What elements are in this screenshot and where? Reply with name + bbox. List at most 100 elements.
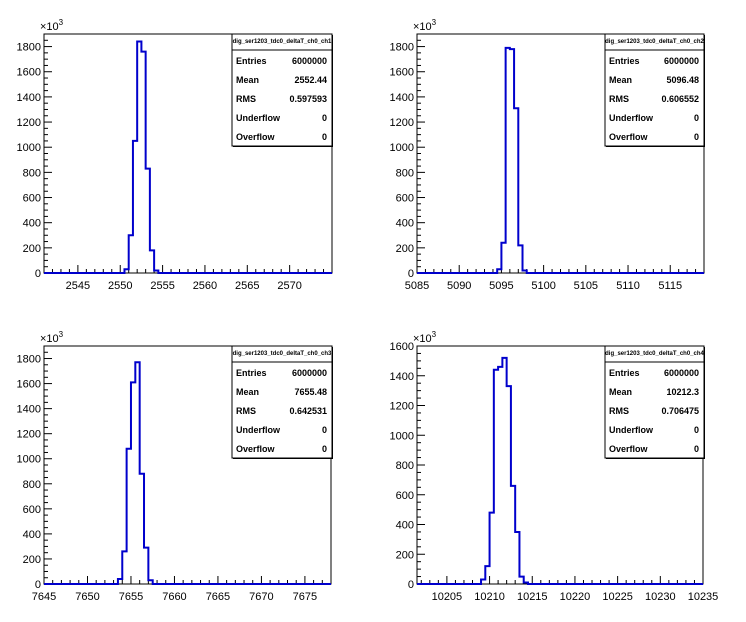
x-tick-label: 7665 (206, 591, 230, 603)
stats-value: 7655.48 (294, 387, 327, 397)
x-tick-label: 10220 (560, 591, 591, 603)
y-tick-label: 1400 (390, 371, 414, 383)
y-tick-label: 0 (35, 579, 41, 591)
y-tick-label: 0 (35, 268, 41, 280)
y-tick-label: 1600 (17, 67, 41, 79)
x-tick-label: 10225 (602, 591, 633, 603)
y-tick-label: 1600 (17, 379, 41, 391)
y-axis-exponent: ×103 (413, 330, 437, 345)
y-tick-label: 600 (396, 193, 414, 205)
x-tick-label: 7660 (162, 591, 186, 603)
stats-label: Underflow (236, 425, 281, 435)
histogram-bin (124, 269, 128, 273)
y-tick-label: 1800 (390, 42, 414, 54)
y-tick-label: 800 (23, 479, 41, 491)
y-tick-label: 600 (396, 490, 414, 502)
y-tick-label: 400 (23, 529, 41, 541)
y-axis-exponent: ×103 (40, 330, 64, 345)
histogram-bin (118, 579, 122, 584)
stats-label: Underflow (236, 113, 281, 123)
histogram-bin (523, 270, 527, 273)
x-tick-label: 7645 (32, 591, 56, 603)
y-tick-label: 800 (23, 167, 41, 179)
stats-title: dig_ser1203_tdc0_deltaT_ch0_ch3 (233, 351, 332, 357)
x-tick-label: 5095 (489, 280, 513, 292)
y-tick-label: 1000 (390, 142, 414, 154)
histogram-bin (507, 386, 511, 584)
stats-label: Mean (609, 387, 632, 397)
y-tick-label: 600 (23, 504, 41, 516)
histogram-bin (501, 243, 505, 273)
histogram-bin (506, 48, 510, 273)
y-tick-label: 1000 (17, 142, 41, 154)
y-tick-label: 1600 (390, 341, 414, 353)
stats-value: 6000000 (292, 368, 327, 378)
y-tick-label: 1800 (17, 42, 41, 54)
y-tick-label: 0 (408, 268, 414, 280)
stats-box-frame (231, 345, 333, 459)
histogram-bin (524, 583, 528, 584)
stats-box: dig_ser1203_tdc0_deltaT_ch0_ch2 Entries 60… (604, 33, 705, 147)
stats-value: 0.606552 (661, 94, 699, 104)
x-tick-label: 5085 (405, 280, 429, 292)
stats-value: 0 (694, 444, 699, 454)
x-tick-label: 10210 (474, 591, 505, 603)
stats-title: dig_ser1203_tdc0_deltaT_ch0_ch2 (605, 39, 704, 45)
histogram-bin (481, 580, 485, 584)
stats-label: Underflow (609, 425, 654, 435)
histogram-bin (144, 548, 148, 584)
y-tick-label: 200 (23, 554, 41, 566)
y-tick-label: 400 (23, 218, 41, 230)
y-tick-label: 400 (396, 520, 414, 532)
stats-value: 6000000 (292, 56, 327, 66)
y-tick-label: 1600 (390, 67, 414, 79)
histogram-bin (518, 245, 522, 273)
histogram-bin (129, 235, 133, 273)
histogram-bin (519, 577, 523, 584)
y-tick-label: 1800 (17, 354, 41, 366)
stats-value: 0 (694, 425, 699, 435)
y-tick-label: 600 (23, 193, 41, 205)
y-tick-label: 1000 (17, 454, 41, 466)
histogram-bin (133, 141, 137, 273)
histogram-line (417, 356, 703, 585)
histogram-line (44, 40, 332, 274)
stats-label: Overflow (236, 444, 276, 454)
y-tick-label: 200 (396, 549, 414, 561)
y-tick-label: 1200 (390, 117, 414, 129)
x-tick-label: 5090 (447, 280, 471, 292)
stats-label: RMS (236, 406, 256, 416)
x-tick-label: 2565 (235, 280, 259, 292)
stats-box-frame (604, 345, 705, 459)
histogram-bin (146, 169, 150, 273)
x-tick-label: 5105 (574, 280, 598, 292)
stats-value: 0 (322, 425, 327, 435)
stats-box: dig_ser1203_tdc0_deltaT_ch0_ch1 Entries 60… (231, 33, 333, 147)
histogram-bin (148, 580, 152, 584)
stats-value: 6000000 (664, 56, 699, 66)
x-tick-label: 10215 (517, 591, 548, 603)
x-tick-label: 5100 (531, 280, 555, 292)
histogram-bin (127, 449, 131, 584)
x-tick-label: 7650 (75, 591, 99, 603)
histogram-bin (485, 566, 489, 584)
stats-label: Overflow (236, 132, 276, 142)
stats-value: 0 (694, 132, 699, 142)
histogram-bin (140, 474, 144, 584)
histogram-bin (498, 367, 502, 584)
histogram-bin (490, 513, 494, 584)
histogram-bin (154, 270, 158, 273)
stats-value: 10212.3 (666, 387, 699, 397)
stats-label: Mean (609, 75, 632, 85)
x-tick-label: 7655 (119, 591, 143, 603)
x-tick-label: 7675 (293, 591, 317, 603)
y-tick-label: 200 (396, 243, 414, 255)
histogram-bin (122, 551, 126, 584)
histogram-bin (141, 52, 145, 273)
stats-box-frame (604, 33, 705, 147)
stats-value: 0 (694, 113, 699, 123)
y-tick-label: 400 (396, 218, 414, 230)
stats-value: 0 (322, 132, 327, 142)
y-tick-label: 1400 (390, 92, 414, 104)
